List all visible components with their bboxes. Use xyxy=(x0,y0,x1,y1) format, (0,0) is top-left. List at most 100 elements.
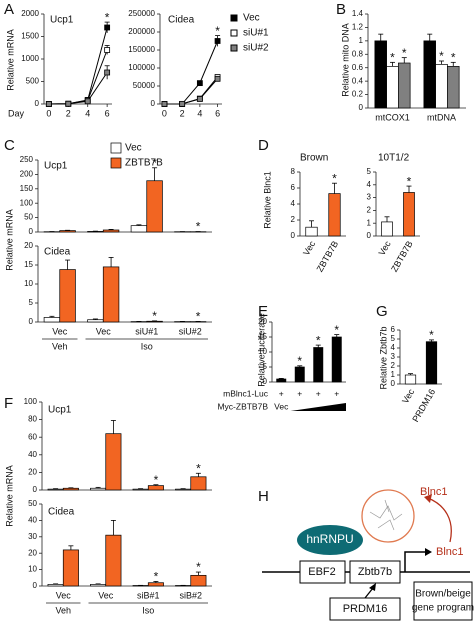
significance: * xyxy=(215,24,220,38)
y-tick-label: 5 xyxy=(263,362,268,371)
bar xyxy=(43,317,61,323)
bar xyxy=(190,574,207,587)
legend-swatch xyxy=(230,29,238,37)
gene-label: Blnc1 xyxy=(436,546,464,558)
y-tick-label: 250000 xyxy=(128,9,155,18)
regulator-label: PRDM16 xyxy=(343,603,388,615)
y-axis-label: Relative mRNA xyxy=(4,209,14,271)
x-tick-label: 2 xyxy=(66,108,71,118)
panel-letter: D xyxy=(258,137,269,154)
significance: * xyxy=(196,461,201,475)
hnrnpu-blob xyxy=(297,525,363,555)
marker xyxy=(214,38,221,44)
panel-letter: A xyxy=(4,1,14,18)
x-tick-label: Vec xyxy=(96,326,112,336)
bar xyxy=(146,180,163,233)
x-tick-label: 6 xyxy=(105,108,110,118)
x-tick-label: mtCOX1 xyxy=(375,112,410,122)
y-tick-label: 60 xyxy=(28,432,37,441)
y-tick-label: 15 xyxy=(258,332,267,341)
bar xyxy=(425,341,438,385)
y-tick-label: 0 xyxy=(263,377,268,386)
significance: * xyxy=(196,220,201,234)
bar xyxy=(328,193,341,237)
bar xyxy=(132,488,149,491)
legend-swatch xyxy=(230,44,238,52)
significance: * xyxy=(196,560,201,574)
bar xyxy=(313,347,324,383)
series-line xyxy=(48,27,108,105)
marker xyxy=(104,24,111,31)
y-axis-label: Relative Blnc1 xyxy=(262,171,272,229)
group-label: Veh xyxy=(52,341,68,351)
significance: * xyxy=(439,49,444,63)
lncrna-label: Blnc1 xyxy=(420,486,448,498)
y-tick-label: 150000 xyxy=(128,45,155,54)
legend-swatch xyxy=(110,142,122,154)
arrowhead xyxy=(425,548,432,556)
significance: * xyxy=(402,46,407,60)
y-tick-label: 50 xyxy=(28,499,37,508)
chart-title: Ucp1 xyxy=(44,161,68,172)
x-tick-label: 4 xyxy=(197,108,202,118)
y-tick-label: 40 xyxy=(28,516,37,525)
chart-title: Cidea xyxy=(168,15,195,26)
bar xyxy=(47,488,64,491)
series-line xyxy=(164,78,218,105)
x-tick-label: ZBTB7B xyxy=(389,239,415,273)
series-line xyxy=(48,49,108,105)
group-label: Iso xyxy=(142,605,154,615)
y-axis-label: Relative mRNA xyxy=(5,29,15,91)
y-tick-label: 5 xyxy=(29,298,34,307)
x-tick-label: Vec xyxy=(56,590,72,600)
box-label: Zbtb7b xyxy=(358,566,392,578)
bar xyxy=(374,40,387,109)
y-tick-label: 20 xyxy=(28,468,37,477)
y-tick-label: 1 xyxy=(391,370,396,379)
legend-label: Vec xyxy=(125,143,142,154)
significance: * xyxy=(316,333,321,347)
x-tick-label: 0 xyxy=(46,108,51,118)
y-tick-label: 150 xyxy=(20,184,34,193)
legend-swatch xyxy=(230,14,238,22)
bar xyxy=(90,584,107,587)
row-label: Myc-ZBTB7B xyxy=(217,401,268,411)
row-value: + xyxy=(334,388,339,398)
y-axis-label: Relative luciferase xyxy=(256,313,266,387)
x-tick-label: Vec xyxy=(98,590,114,600)
y-tick-label: 20 xyxy=(24,241,33,250)
bar xyxy=(105,534,122,587)
y-tick-label: 3 xyxy=(391,352,396,361)
x-tick-label: Vec xyxy=(301,239,317,257)
bar xyxy=(62,487,79,491)
significance: * xyxy=(332,171,337,185)
y-tick-label: 5 xyxy=(391,334,396,343)
significance: * xyxy=(196,310,201,324)
y-tick-label: 2000 xyxy=(21,9,39,18)
x-tick-label: siB#1 xyxy=(137,590,160,600)
x-tick-label: Vec xyxy=(52,326,68,336)
y-tick-label: 10 xyxy=(28,565,37,574)
y-tick-label: 1000 xyxy=(21,54,39,63)
y-tick-label: 0 xyxy=(33,485,38,494)
y-tick-label: 15 xyxy=(24,260,33,269)
x-tick-label: Vec xyxy=(377,239,393,257)
bar xyxy=(398,62,411,109)
rna-structure xyxy=(369,499,403,531)
zbtb7b-box xyxy=(349,560,401,584)
marker xyxy=(84,98,91,105)
row-value: + xyxy=(297,388,302,398)
x-tick-label: siB#2 xyxy=(179,590,202,600)
bar xyxy=(386,66,399,109)
y-tick-label: 0 xyxy=(391,379,396,388)
x-tick-label: Vec xyxy=(400,387,416,405)
y-axis-label: Relative Zbtb7b xyxy=(378,326,388,389)
y-tick-label: 0 xyxy=(29,227,34,236)
y-tick-label: 100000 xyxy=(128,63,155,72)
row-value: + xyxy=(316,388,321,398)
x-tick-label: siU#1 xyxy=(135,326,158,336)
row-value: + xyxy=(279,388,284,398)
panel-letter: E xyxy=(258,303,268,320)
y-tick-label: 0 xyxy=(29,317,34,326)
